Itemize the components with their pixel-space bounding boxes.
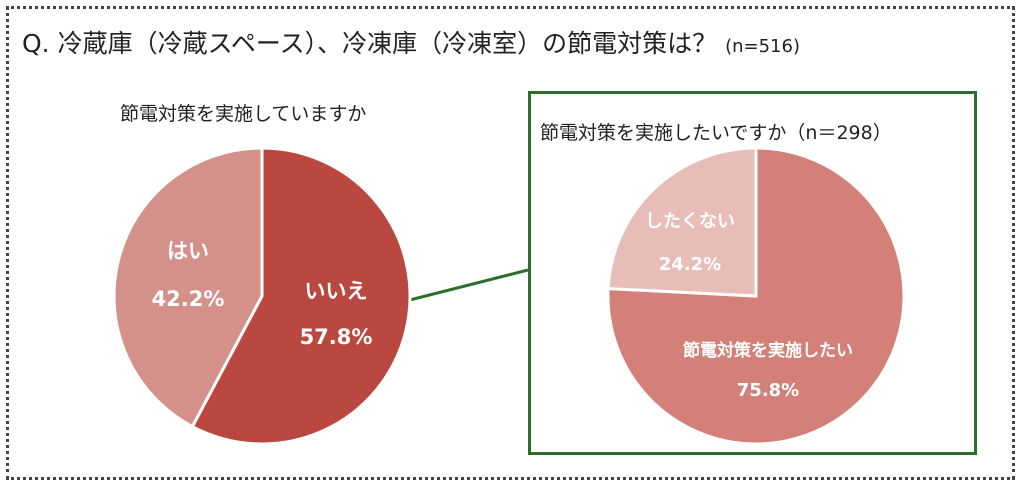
slice-dont [606, 146, 758, 298]
slice-want-value: 75.8% [737, 380, 799, 401]
outer-frame [6, 6, 1015, 480]
slice-no [190, 146, 412, 446]
slice-dont-label: したくない [645, 211, 735, 232]
slice-no-value: 57.8% [300, 325, 373, 349]
followup-box [528, 91, 977, 455]
slice-dont-value: 24.2% [659, 254, 721, 275]
sample-size: (n=516) [725, 36, 800, 57]
left-chart-title: 節電対策を実施していますか [120, 103, 367, 125]
connector-line [393, 268, 529, 306]
slice-yes-value: 42.2% [152, 287, 225, 311]
slice-want-label: 節電対策を実施したい [682, 340, 853, 361]
question-text: Q. 冷蔵庫（冷蔵スペース）、冷凍庫（冷凍室）の節電対策は？ [22, 29, 718, 58]
right-pie: 節電対策を実施したい 75.8% したくない 24.2% [606, 146, 906, 446]
slice-yes [112, 146, 264, 429]
left-pie: いいえ 57.8% はい 42.2% [112, 146, 412, 446]
slice-yes-label: はい [167, 239, 209, 263]
right-chart-title: 節電対策を実施したいですか（n＝298） [540, 122, 892, 144]
page-title: Q. 冷蔵庫（冷蔵スペース）、冷凍庫（冷凍室）の節電対策は？ (n=516) [22, 24, 800, 60]
slice-no-label: いいえ [305, 279, 368, 303]
